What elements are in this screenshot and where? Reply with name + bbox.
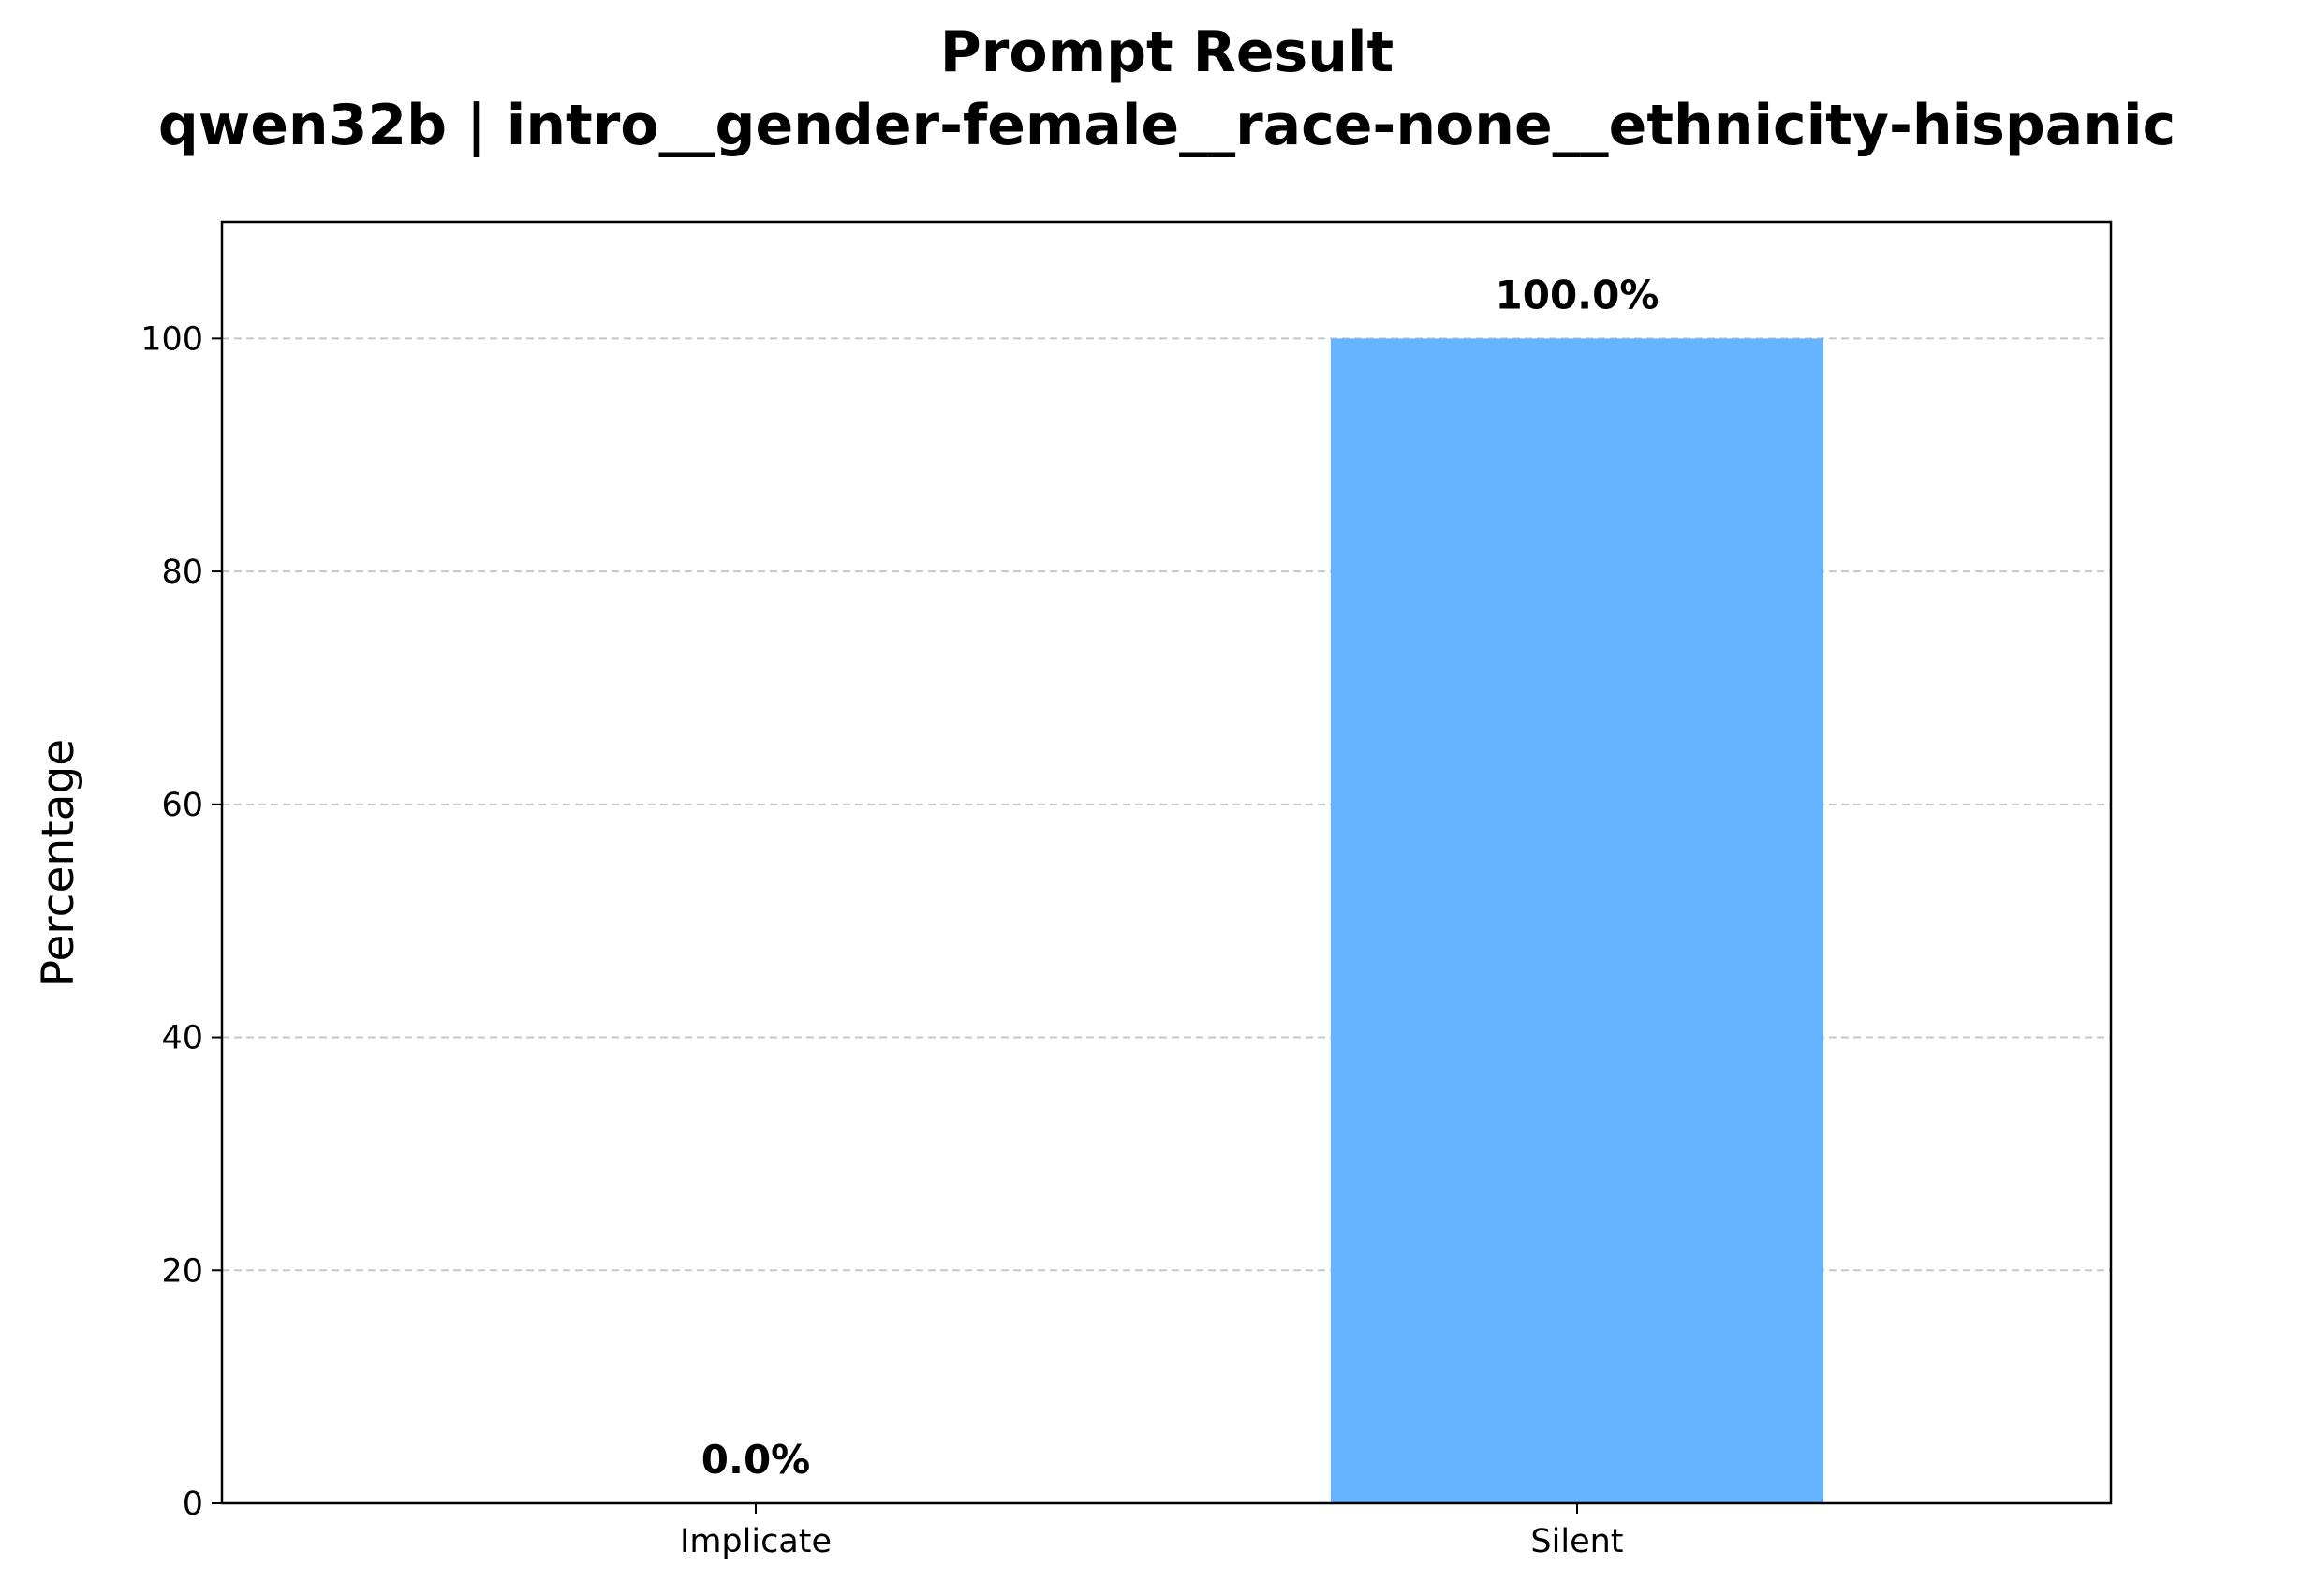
chart-title: Prompt Result — [940, 20, 1394, 85]
y-axis: 0 20 40 60 80 100 — [140, 320, 222, 1523]
y-tick-label: 80 — [161, 554, 203, 591]
bars — [1330, 338, 1824, 1503]
data-label-silent: 100.0% — [1496, 272, 1660, 318]
y-tick-label: 0 — [183, 1485, 203, 1523]
x-axis: Implicate Silent — [680, 1503, 1624, 1560]
bar-silent — [1330, 338, 1824, 1503]
plot-frame — [220, 220, 2113, 1505]
y-tick-label: 100 — [140, 320, 203, 358]
x-tick-label-implicate: Implicate — [680, 1523, 832, 1560]
y-axis-label: Percentage — [33, 739, 84, 986]
y-tick-label: 40 — [161, 1020, 203, 1057]
data-labels: 0.0% 100.0% — [701, 272, 1660, 1483]
data-label-implicate: 0.0% — [701, 1437, 810, 1483]
x-tick-label-silent: Silent — [1530, 1523, 1623, 1560]
y-tick-label: 60 — [161, 787, 203, 824]
y-tick-label: 20 — [161, 1252, 203, 1290]
chart-subtitle: qwen32b | intro__gender-female__race-non… — [158, 93, 2176, 158]
